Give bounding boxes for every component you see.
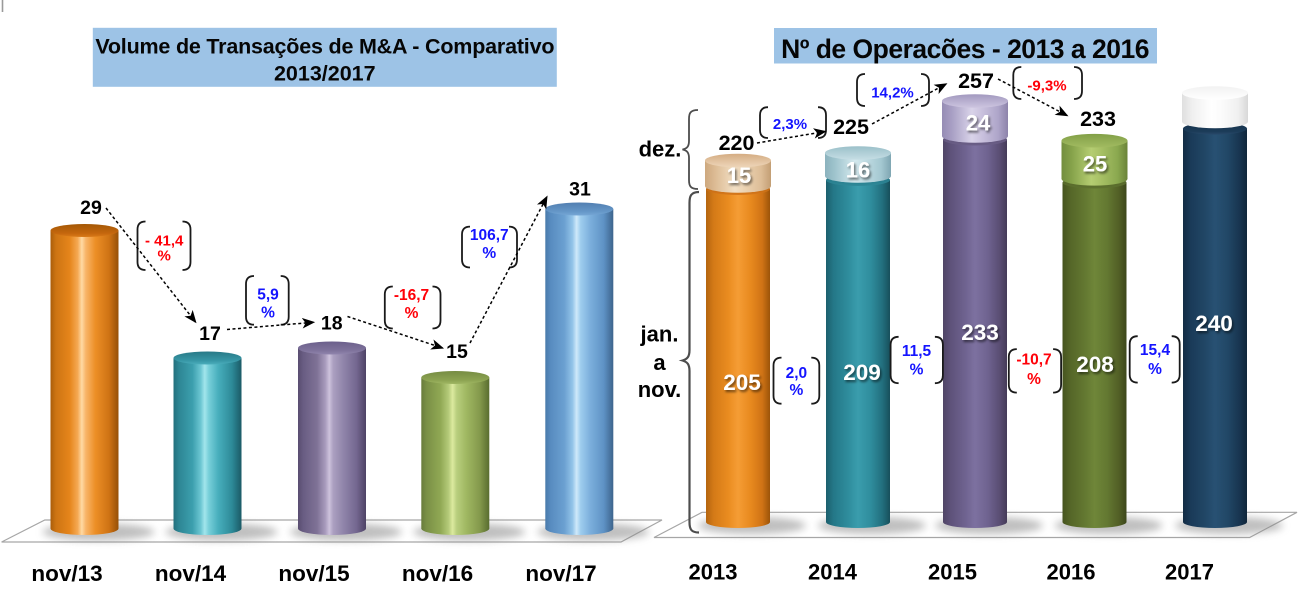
svg-text:16: 16 [846,158,870,183]
svg-text:205: 205 [723,370,761,395]
svg-text:Volume de Transações de M&A -: Volume de Transações de M&A - Comparativ… [95,35,554,59]
svg-text:%: % [1027,371,1041,388]
svg-text:220: 220 [719,131,755,155]
svg-text:14,2%: 14,2% [871,85,914,102]
svg-text:nov/16: nov/16 [402,561,473,586]
svg-text:240: 240 [1195,311,1233,336]
svg-text:106,7: 106,7 [470,227,509,244]
svg-text:2013: 2013 [689,560,738,585]
svg-text:dez.: dez. [639,137,682,162]
svg-text:17: 17 [199,323,221,345]
svg-text:%: % [1148,361,1162,378]
svg-text:2,3%: 2,3% [773,116,807,133]
svg-text:25: 25 [1083,152,1107,177]
svg-text:%: % [790,382,804,399]
svg-text:24: 24 [966,111,991,136]
svg-text:-16,7: -16,7 [394,287,429,304]
svg-text:2017: 2017 [1165,560,1214,585]
svg-text:a: a [653,350,666,375]
svg-text:18: 18 [321,313,343,335]
svg-text:15,4: 15,4 [1140,342,1171,359]
svg-text:%: % [910,361,924,378]
svg-text:2015: 2015 [928,560,977,585]
svg-text:nov/14: nov/14 [155,561,227,586]
svg-text:nov/13: nov/13 [31,561,102,586]
svg-text:15: 15 [727,163,751,188]
svg-text:209: 209 [843,360,881,385]
svg-text:-9,3%: -9,3% [1027,78,1066,95]
svg-text:%: % [261,305,275,322]
svg-text:Nº de Operacões - 2013 a 2016: Nº de Operacões - 2013 a 2016 [781,34,1149,64]
svg-text:-10,7: -10,7 [1016,351,1051,368]
svg-text:jan.: jan. [640,322,679,347]
svg-text:2,0: 2,0 [786,365,808,382]
svg-text:233: 233 [961,320,999,345]
svg-text:233: 233 [1080,107,1116,131]
svg-text:225: 225 [833,115,869,139]
svg-text:2016: 2016 [1047,560,1096,585]
svg-text:%: % [405,305,419,322]
svg-text:29: 29 [80,197,102,219]
svg-text:208: 208 [1076,352,1114,377]
svg-text:- 41,4: - 41,4 [145,232,184,249]
svg-text:2014: 2014 [808,560,858,585]
svg-text:nov/17: nov/17 [525,561,596,586]
svg-text:%: % [482,245,496,262]
svg-text:5,9: 5,9 [257,287,279,304]
svg-text:nov/15: nov/15 [278,561,349,586]
svg-text:%: % [158,247,171,264]
svg-text:11,5: 11,5 [902,343,932,360]
svg-text:15: 15 [446,341,468,363]
svg-text:31: 31 [569,179,591,201]
svg-text:257: 257 [958,69,994,93]
svg-text:2013/2017: 2013/2017 [274,61,376,85]
svg-text:nov.: nov. [638,377,682,402]
